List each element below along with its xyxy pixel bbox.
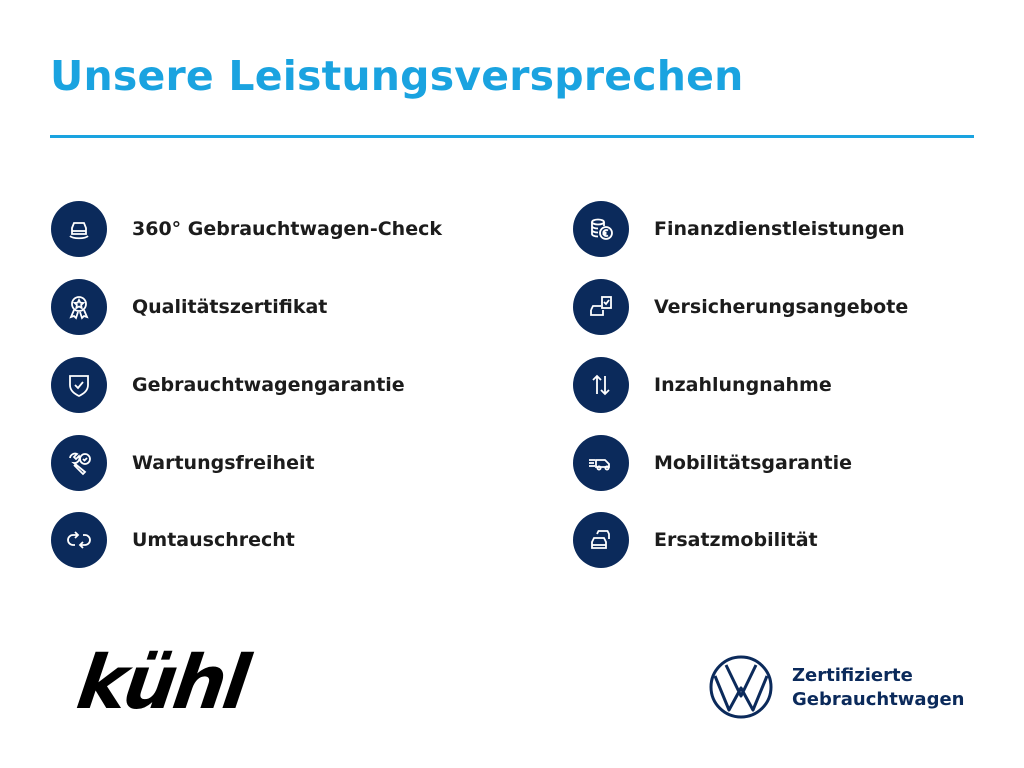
vw-logo-icon [709,655,773,719]
tow-truck-icon [573,435,629,491]
item-label: Versicherungsangebote [654,296,909,318]
up-down-arrows-icon [573,357,629,413]
service-item: Versicherungsangebote [573,279,908,335]
item-label: Qualitätszertifikat [132,296,328,318]
item-label: Mobilitätsgarantie [654,452,853,474]
item-label: Finanzdienstleistungen [654,218,905,240]
brand-line-2: Gebrauchtwagen [792,689,965,710]
coins-euro-icon [573,201,629,257]
title-divider [50,135,974,138]
exchange-arrows-icon [51,512,107,568]
wrench-check-icon [51,435,107,491]
cars-stack-icon [573,512,629,568]
service-item: Qualitätszertifikat [51,279,327,335]
service-item: Gebrauchtwagengarantie [51,357,405,413]
service-item: Inzahlungnahme [573,357,832,413]
award-ribbon-icon [51,279,107,335]
brand-line-1: Zertifizierte [792,665,913,686]
certified-used-cars-label: Zertifizierte Gebrauchtwagen [792,664,964,712]
service-item: Ersatzmobilität [573,512,818,568]
item-label: Gebrauchtwagengarantie [132,374,405,396]
service-item: Umtauschrecht [51,512,295,568]
item-label: 360° Gebrauchtwagen-Check [132,218,442,240]
item-label: Inzahlungnahme [654,374,832,396]
service-item: Wartungsfreiheit [51,435,315,491]
service-item: Mobilitätsgarantie [573,435,852,491]
service-item: Finanzdienstleistungen [573,201,905,257]
service-item: 360° Gebrauchtwagen-Check [51,201,442,257]
page-title: Unsere Leistungsversprechen [50,52,744,100]
dealer-logo: kühl [71,640,252,726]
car-document-icon [573,279,629,335]
shield-check-icon [51,357,107,413]
item-label: Umtauschrecht [132,529,295,551]
item-label: Ersatzmobilität [654,529,818,551]
item-label: Wartungsfreiheit [132,452,315,474]
car-360-icon [51,201,107,257]
